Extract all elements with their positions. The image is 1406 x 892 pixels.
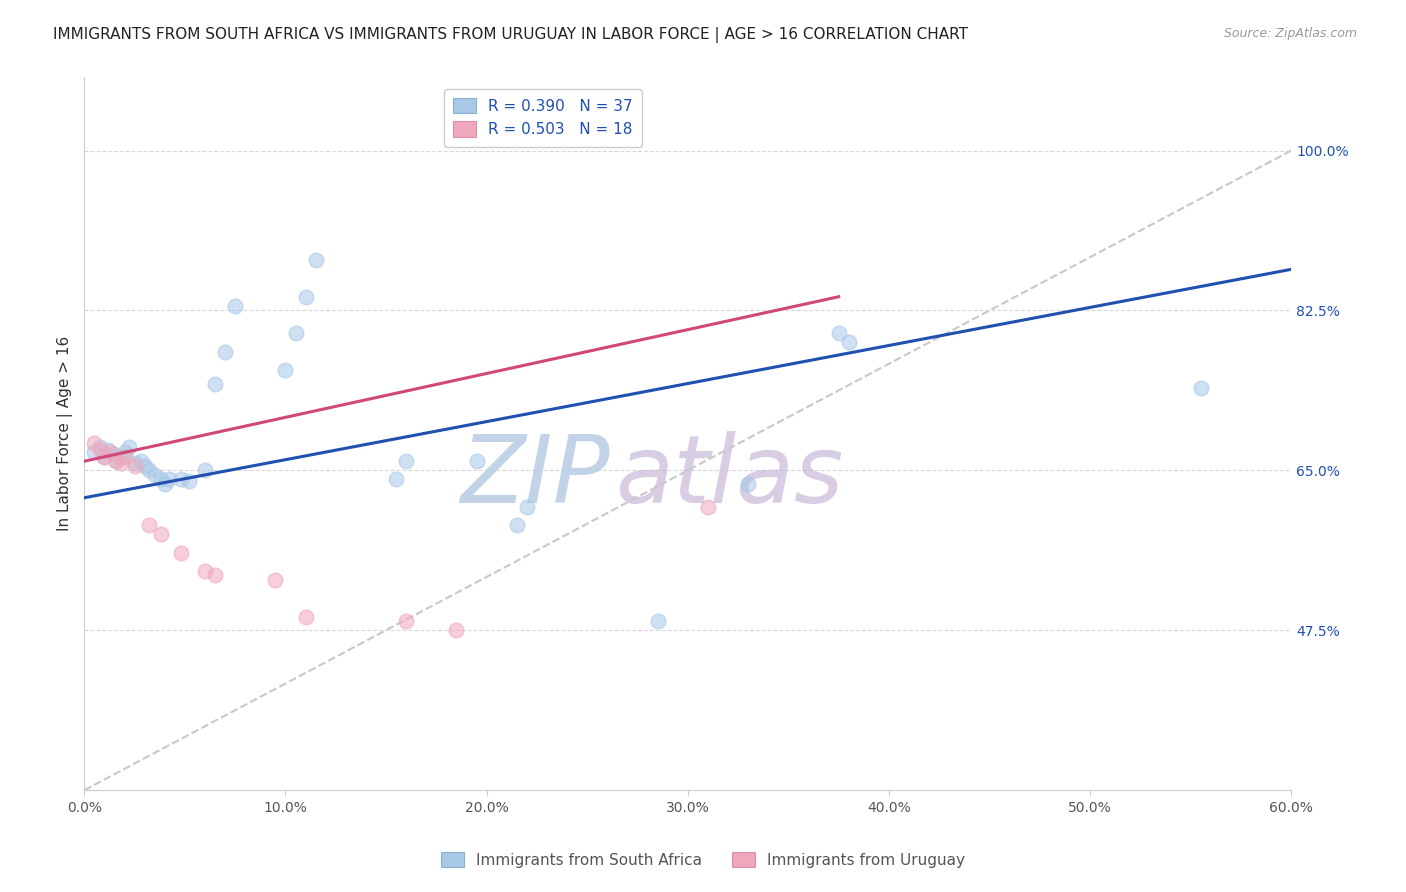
Point [114,450,136,464]
Point [93,450,115,464]
Point [157,473,180,487]
Point [134,458,156,473]
Point [110,456,132,470]
Point [274,363,297,377]
Point [838,335,860,350]
Point [117,441,139,455]
Point [149,473,172,487]
Point [304,253,326,268]
Point [647,614,669,628]
Point [194,463,217,477]
Point [284,326,307,341]
Point [465,454,488,468]
Point [177,475,200,489]
Point [828,326,851,341]
Point [214,344,236,359]
Point [93,450,115,464]
Point [294,609,316,624]
Point [204,568,226,582]
Point [204,376,226,391]
Point [264,573,287,587]
Point [83,445,105,459]
Point [395,614,418,628]
Point [737,477,759,491]
Point [89,443,111,458]
Point [395,454,418,468]
Point [446,624,468,638]
Point [506,518,529,533]
Point [100,445,122,459]
Legend: R = 0.390   N = 37, R = 0.503   N = 18: R = 0.390 N = 37, R = 0.503 N = 18 [444,88,643,146]
Point [385,473,408,487]
Point [138,463,160,477]
Point [516,500,538,514]
Point [153,477,176,491]
Point [224,299,246,313]
Point [114,445,136,459]
Point [129,454,152,468]
Point [138,518,160,533]
Y-axis label: In Labor Force | Age > 16: In Labor Force | Age > 16 [58,336,73,532]
Point [124,456,146,470]
Point [103,447,125,461]
Point [143,467,166,482]
Point [124,458,146,473]
Point [83,436,105,450]
Text: atlas: atlas [616,431,844,522]
Point [170,473,193,487]
Point [97,443,120,458]
Text: ZIP: ZIP [460,431,609,522]
Text: IMMIGRANTS FROM SOUTH AFRICA VS IMMIGRANTS FROM URUGUAY IN LABOR FORCE | AGE > 1: IMMIGRANTS FROM SOUTH AFRICA VS IMMIGRAN… [53,27,969,43]
Point [1189,381,1212,395]
Point [105,454,128,468]
Point [149,527,172,541]
Text: Source: ZipAtlas.com: Source: ZipAtlas.com [1223,27,1357,40]
Point [105,454,128,468]
Point [194,564,217,578]
Point [697,500,720,514]
Point [110,450,132,464]
Point [89,441,111,455]
Point [294,290,316,304]
Legend: Immigrants from South Africa, Immigrants from Uruguay: Immigrants from South Africa, Immigrants… [434,846,972,873]
Point [170,545,193,559]
